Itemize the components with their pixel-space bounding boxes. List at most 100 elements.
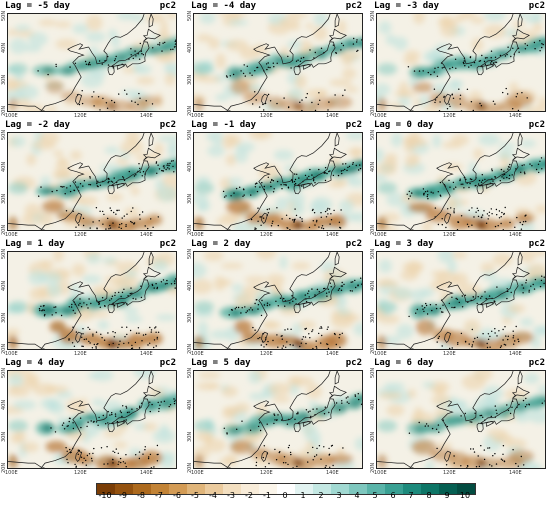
colorbar-swatch bbox=[331, 484, 349, 494]
map-frame bbox=[193, 251, 363, 350]
map-frame bbox=[193, 13, 363, 112]
lag-panel: Lag = 1 day pc2 50N 40N 30N 20N 100E 120E 140E bbox=[1, 238, 177, 362]
lat-label: 50N bbox=[1, 367, 7, 378]
lat-label: 30N bbox=[187, 312, 193, 323]
lag-panel: Lag = 6 day pc2 50N 40N 30N 20N 100E 120E 140E bbox=[370, 357, 546, 481]
lat-label: 40N bbox=[370, 161, 376, 172]
colorbar-tick-label: -7 bbox=[155, 491, 163, 500]
lon-label: 100E bbox=[5, 470, 18, 476]
panel-lag-title: Lag = 3 day bbox=[374, 239, 434, 249]
lon-label: 100E bbox=[374, 232, 387, 238]
lat-label: 30N bbox=[187, 431, 193, 442]
lat-label: 50N bbox=[187, 367, 193, 378]
colorbar-tick-label: 6 bbox=[390, 491, 396, 500]
anomaly-map bbox=[377, 252, 545, 349]
colorbar-swatch bbox=[385, 484, 403, 494]
panel-mode-label: pc2 bbox=[345, 120, 362, 130]
lag-panel: Lag = -1 day pc2 50N 40N 30N 20N 100E 120E 140E bbox=[187, 119, 363, 243]
coastlines bbox=[194, 14, 347, 111]
lat-label: 40N bbox=[1, 399, 7, 410]
lon-label: 140E bbox=[140, 232, 153, 238]
colorbar-swatch bbox=[349, 484, 367, 494]
lon-label: 120E bbox=[443, 113, 456, 119]
anomaly-map bbox=[8, 371, 176, 468]
panel-mode-label: pc2 bbox=[159, 120, 176, 130]
lon-label: 120E bbox=[260, 470, 273, 476]
colorbar-swatch bbox=[277, 484, 295, 494]
lat-label: 30N bbox=[370, 431, 376, 442]
lat-label: 50N bbox=[187, 10, 193, 21]
lat-label: 40N bbox=[1, 280, 7, 291]
panel-mode-label: pc2 bbox=[528, 358, 545, 368]
coastlines bbox=[8, 252, 161, 349]
panel-mode-label: pc2 bbox=[528, 1, 545, 11]
lon-label: 100E bbox=[5, 113, 18, 119]
significance-stipple bbox=[223, 393, 362, 468]
significance-stipple bbox=[50, 398, 176, 468]
lat-label: 40N bbox=[187, 161, 193, 172]
lat-label: 50N bbox=[370, 367, 376, 378]
panel-lag-title: Lag = 4 day bbox=[5, 358, 65, 368]
colorbar-swatch bbox=[223, 484, 241, 494]
anomaly-map bbox=[194, 133, 362, 230]
lat-label: 50N bbox=[187, 248, 193, 259]
coastlines bbox=[377, 133, 530, 230]
lat-label: 40N bbox=[187, 42, 193, 53]
colorbar-swatch bbox=[367, 484, 385, 494]
lat-label: 30N bbox=[1, 193, 7, 204]
colorbar bbox=[96, 483, 476, 495]
coastlines bbox=[8, 14, 161, 111]
panel-lag-title: Lag = 0 day bbox=[374, 120, 434, 130]
anomaly-field bbox=[377, 252, 545, 349]
significance-stipple bbox=[37, 39, 176, 111]
colorbar-tick-label: 4 bbox=[354, 491, 360, 500]
lag-panel: Lag = 5 day pc2 50N 40N 30N 20N 100E 120E 140E bbox=[187, 357, 363, 481]
lon-label: 120E bbox=[74, 232, 87, 238]
lag-panel: Lag = -5 day pc2 50N 40N 30N 20N 100E 120E 140E bbox=[1, 0, 177, 124]
lat-label: 50N bbox=[370, 10, 376, 21]
lon-label: 100E bbox=[374, 470, 387, 476]
panel-mode-label: pc2 bbox=[159, 239, 176, 249]
colorbar-tick-label: -8 bbox=[137, 491, 145, 500]
colorbar-tick-label: -3 bbox=[227, 491, 235, 500]
anomaly-map bbox=[8, 133, 176, 230]
lat-label: 40N bbox=[370, 280, 376, 291]
colorbar-swatch bbox=[97, 484, 115, 494]
coastlines bbox=[8, 133, 161, 230]
significance-stipple bbox=[407, 40, 544, 111]
lon-label: 120E bbox=[260, 351, 273, 357]
panel-mode-label: pc2 bbox=[345, 1, 362, 11]
colorbar-swatch bbox=[115, 484, 133, 494]
coastlines bbox=[194, 252, 347, 349]
lat-label: 30N bbox=[1, 312, 7, 323]
colorbar-tick-label: 7 bbox=[408, 491, 414, 500]
coastlines bbox=[8, 371, 161, 468]
lon-label: 140E bbox=[509, 351, 522, 357]
lon-label: 140E bbox=[140, 470, 153, 476]
anomaly-field bbox=[377, 14, 545, 111]
lon-label: 120E bbox=[260, 113, 273, 119]
panel-lag-title: Lag = -2 day bbox=[5, 120, 71, 130]
lon-label: 120E bbox=[260, 232, 273, 238]
anomaly-map bbox=[377, 133, 545, 230]
map-frame bbox=[376, 132, 546, 231]
panel-lag-title: Lag = -5 day bbox=[5, 1, 71, 11]
lat-label: 30N bbox=[370, 74, 376, 85]
colorbar-swatch bbox=[259, 484, 277, 494]
panel-mode-label: pc2 bbox=[159, 358, 176, 368]
lat-label: 40N bbox=[1, 42, 7, 53]
lon-label: 140E bbox=[140, 351, 153, 357]
anomaly-field bbox=[8, 133, 176, 230]
anomaly-map bbox=[8, 14, 176, 111]
significance-stipple bbox=[406, 157, 543, 230]
lon-label: 100E bbox=[5, 351, 18, 357]
lon-label: 120E bbox=[443, 351, 456, 357]
lat-label: 40N bbox=[1, 161, 7, 172]
lon-label: 120E bbox=[74, 351, 87, 357]
colorbar-tick-label: -10 bbox=[98, 491, 112, 500]
colorbar-swatch bbox=[403, 484, 421, 494]
lat-label: 50N bbox=[1, 129, 7, 140]
colorbar-swatch bbox=[205, 484, 223, 494]
lag-panel: Lag = -2 day pc2 50N 40N 30N 20N 100E 120E 140E bbox=[1, 119, 177, 243]
colorbar-swatch bbox=[457, 484, 475, 494]
